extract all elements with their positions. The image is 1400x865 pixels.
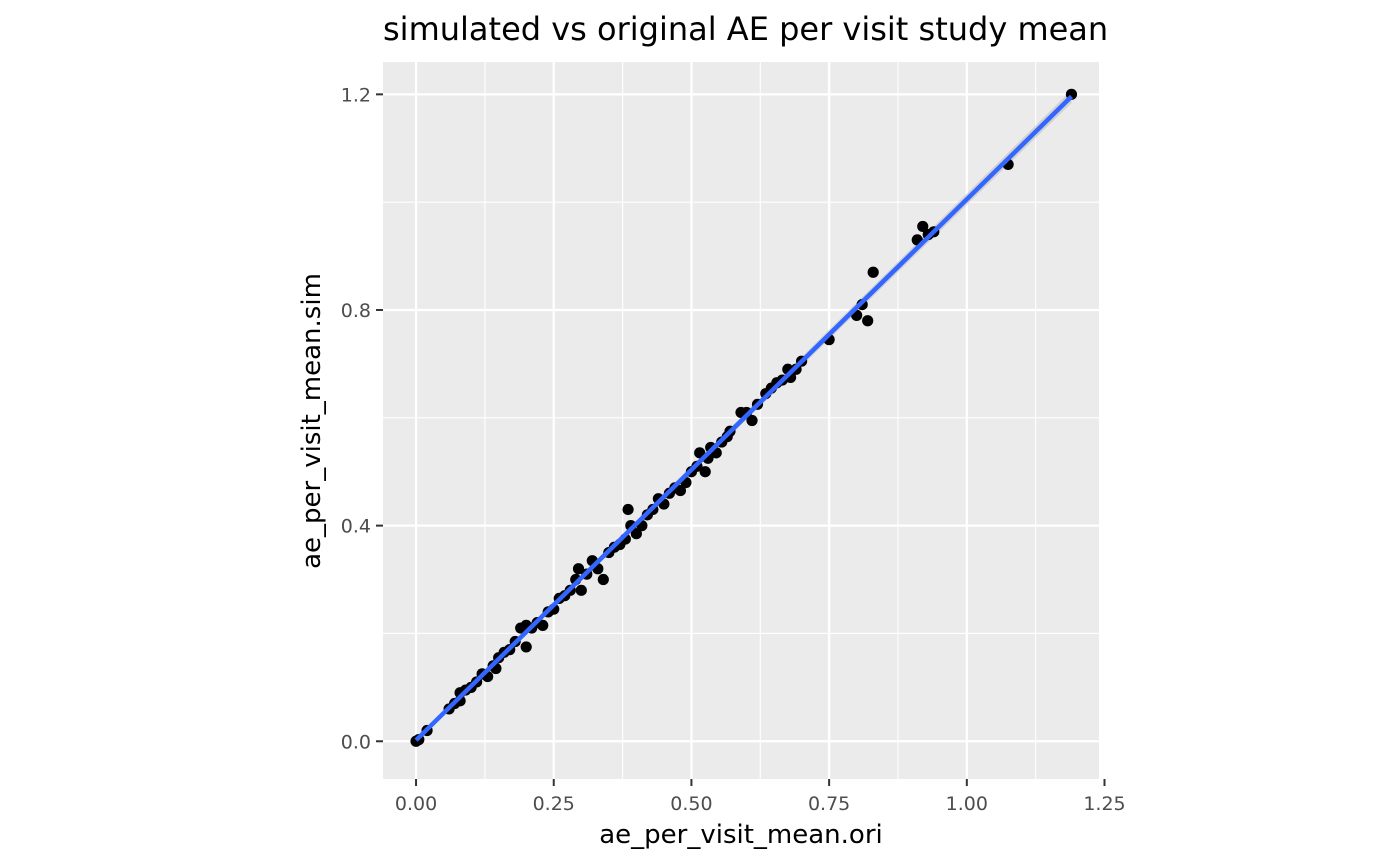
x-tick-label: 0.75 (808, 793, 850, 815)
data-point (746, 414, 758, 427)
x-axis-title: ae_per_visit_mean.ori (599, 820, 883, 850)
x-tick-label: 1.00 (946, 793, 988, 815)
data-point (674, 484, 687, 497)
data-point (575, 584, 587, 596)
y-axis-title: ae_per_visit_mean.sim (297, 273, 327, 569)
x-tick-label: 0.25 (533, 793, 575, 815)
data-point (630, 528, 642, 540)
data-point (694, 447, 706, 459)
x-tick-label: 0.50 (670, 793, 712, 815)
fit-line (414, 94, 1074, 742)
minor-grid (383, 62, 1099, 779)
chart-title: simulated vs original AE per visit study… (383, 10, 1108, 48)
x-tick-label: 0.00 (395, 793, 437, 815)
data-point (622, 503, 634, 516)
data-point (537, 619, 549, 631)
y-tick-label: 0.8 (341, 300, 371, 322)
y-tick-label: 1.2 (341, 84, 371, 106)
major-grid (383, 62, 1106, 779)
y-tick-label: 0.0 (341, 731, 371, 753)
data-point (699, 466, 711, 478)
data-point (862, 315, 874, 327)
data-point (520, 641, 532, 653)
data-point (572, 563, 585, 575)
data-point (867, 266, 879, 278)
y-axis-ticks: 0.0 0.4 0.8 1.2 (341, 84, 383, 753)
data-point (917, 220, 929, 233)
x-axis-ticks: 0.00 0.25 0.50 0.75 1.00 1.25 (395, 779, 1126, 815)
fit-line-layer (414, 94, 1074, 742)
y-tick-label: 0.4 (341, 516, 371, 538)
x-tick-label: 1.25 (1083, 793, 1125, 815)
data-point (597, 573, 609, 586)
